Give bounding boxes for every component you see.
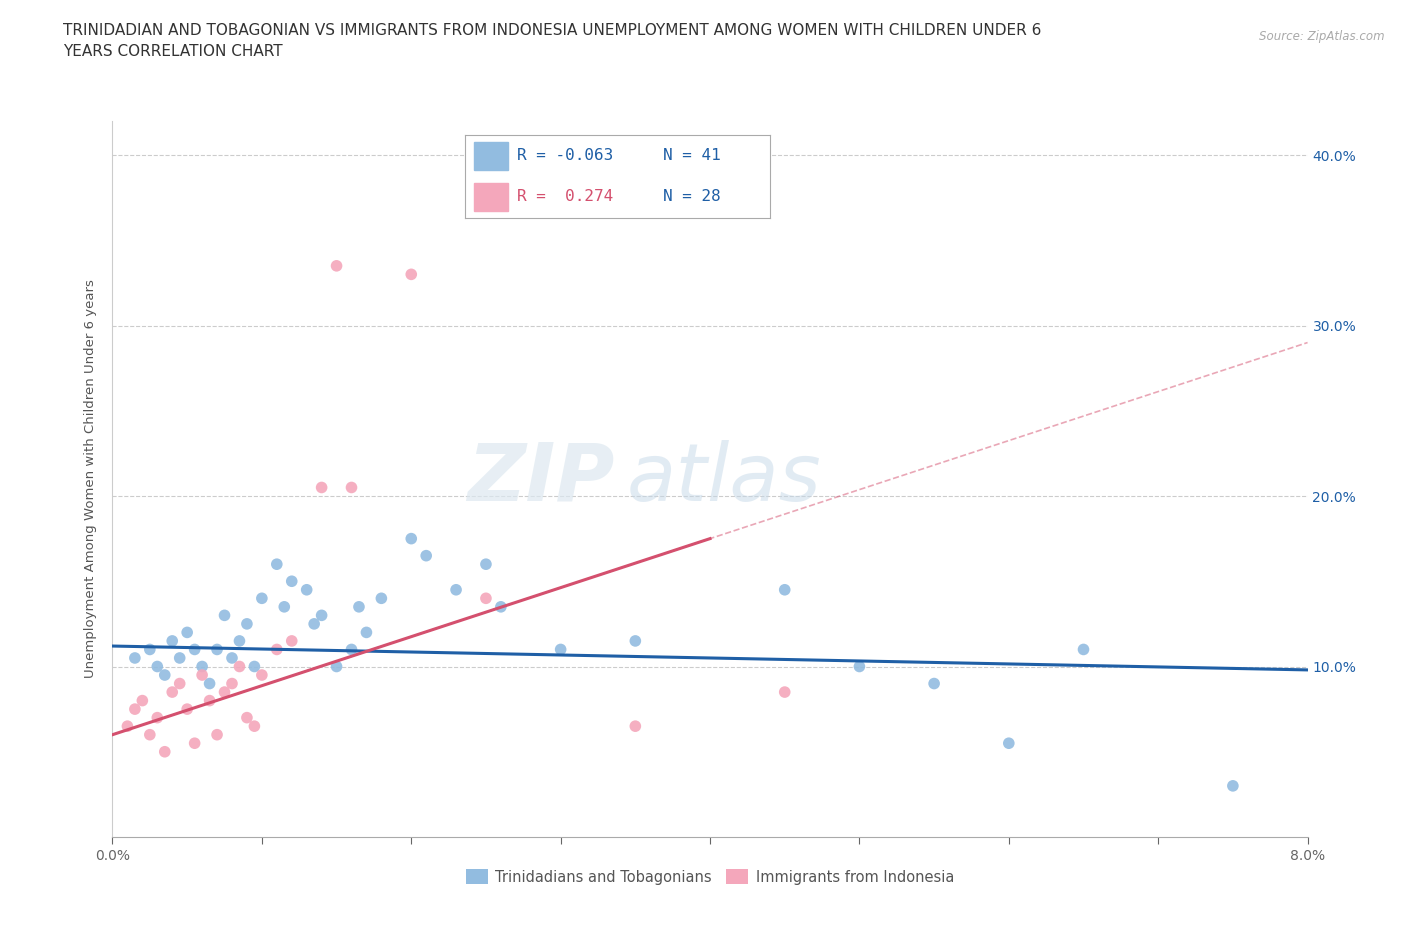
Point	[205, 727, 228, 742]
Point	[198, 676, 221, 691]
Point	[624, 719, 647, 734]
Point	[550, 642, 572, 657]
Point	[162, 684, 183, 699]
Point	[153, 668, 176, 683]
Point	[124, 651, 146, 666]
Y-axis label: Unemployment Among Women with Children Under 6 years: Unemployment Among Women with Children U…	[83, 280, 97, 678]
Point	[475, 591, 498, 605]
Text: TRINIDADIAN AND TOBAGONIAN VS IMMIGRANTS FROM INDONESIA UNEMPLOYMENT AMONG WOMEN: TRINIDADIAN AND TOBAGONIAN VS IMMIGRANTS…	[63, 23, 1042, 60]
Point	[489, 600, 512, 615]
Point	[169, 676, 191, 691]
Point	[401, 267, 423, 282]
Point	[191, 659, 214, 674]
Point	[169, 651, 191, 666]
Point	[146, 711, 169, 725]
Point	[162, 633, 183, 648]
Point	[228, 659, 250, 674]
Legend: Trinidadians and Tobagonians, Immigrants from Indonesia: Trinidadians and Tobagonians, Immigrants…	[460, 864, 960, 891]
Point	[340, 642, 363, 657]
Point	[347, 600, 370, 615]
Point	[773, 582, 796, 597]
Point	[221, 676, 243, 691]
Point	[176, 625, 198, 640]
Point	[998, 736, 1021, 751]
Point	[273, 600, 295, 615]
Point	[205, 642, 228, 657]
Point	[311, 480, 333, 495]
Point	[214, 684, 236, 699]
Point	[243, 719, 266, 734]
Text: atlas: atlas	[627, 440, 821, 518]
Point	[370, 591, 392, 605]
Point	[848, 659, 870, 674]
Point	[183, 736, 205, 751]
Point	[124, 702, 146, 717]
Point	[415, 549, 437, 564]
Point	[243, 659, 266, 674]
Text: Source: ZipAtlas.com: Source: ZipAtlas.com	[1260, 30, 1385, 43]
Point	[475, 557, 498, 572]
Point	[1073, 642, 1095, 657]
Point	[773, 684, 796, 699]
Point	[1222, 778, 1244, 793]
Point	[146, 659, 169, 674]
Point	[295, 582, 318, 597]
Point	[198, 693, 221, 708]
Point	[266, 642, 288, 657]
Point	[340, 480, 363, 495]
Point	[401, 531, 423, 546]
Point	[139, 727, 162, 742]
Point	[176, 702, 198, 717]
Point	[281, 633, 304, 648]
Point	[356, 625, 378, 640]
Point	[325, 659, 347, 674]
Point	[131, 693, 153, 708]
Point	[311, 608, 333, 623]
Point	[214, 608, 236, 623]
Point	[444, 582, 467, 597]
Point	[266, 557, 288, 572]
Point	[302, 617, 325, 631]
Point	[139, 642, 162, 657]
Point	[153, 744, 176, 759]
Point	[624, 633, 647, 648]
Text: ZIP: ZIP	[467, 440, 614, 518]
Point	[281, 574, 304, 589]
Point	[250, 591, 273, 605]
Point	[922, 676, 945, 691]
Point	[236, 711, 259, 725]
Point	[228, 633, 250, 648]
Point	[117, 719, 139, 734]
Point	[236, 617, 259, 631]
Point	[250, 668, 273, 683]
Point	[183, 642, 205, 657]
Point	[325, 259, 347, 273]
Point	[191, 668, 214, 683]
Point	[221, 651, 243, 666]
